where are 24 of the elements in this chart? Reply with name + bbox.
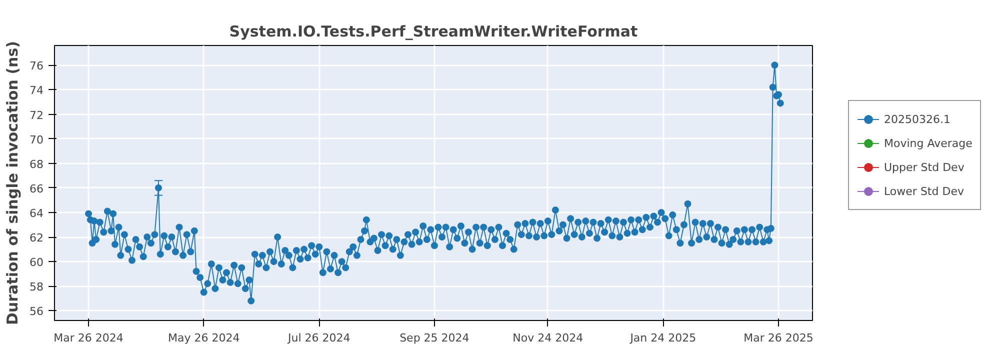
y-tick-label: 60 bbox=[30, 256, 44, 270]
x-tick-label: Mar 26 2024 bbox=[54, 332, 124, 344]
legend-label: Lower Std Dev bbox=[884, 184, 964, 198]
y-axis-title: Duration of single invocation (ns) bbox=[4, 41, 22, 325]
y-tick-label: 66 bbox=[30, 182, 44, 196]
x-tick-label: Nov 24 2024 bbox=[512, 332, 584, 344]
y-tick-label: 68 bbox=[30, 158, 44, 171]
x-tick-label: Mar 26 2025 bbox=[744, 332, 814, 344]
y-tick-label: 76 bbox=[30, 60, 44, 73]
y-tick-label: 56 bbox=[30, 305, 44, 318]
x-tick-label: Sep 25 2024 bbox=[400, 332, 470, 344]
legend-label: Moving Average bbox=[884, 136, 972, 150]
legend-label: 20250326.1 bbox=[884, 112, 950, 126]
y-tick-label: 58 bbox=[30, 280, 44, 294]
y-tick-label: 72 bbox=[30, 108, 44, 122]
y-tick-label: 62 bbox=[30, 232, 44, 245]
x-tick-label: Jan 24 2025 bbox=[629, 332, 696, 344]
y-tick-label: 64 bbox=[30, 206, 44, 220]
y-tick-label: 74 bbox=[30, 84, 44, 98]
x-tick-label: May 26 2024 bbox=[168, 332, 240, 344]
legend-label: Upper Std Dev bbox=[884, 160, 964, 174]
x-tick-label: Jul 26 2024 bbox=[287, 332, 350, 344]
y-tick-label: 70 bbox=[30, 133, 44, 146]
chart-title: System.IO.Tests.Perf_StreamWriter.WriteFormat bbox=[229, 22, 638, 40]
